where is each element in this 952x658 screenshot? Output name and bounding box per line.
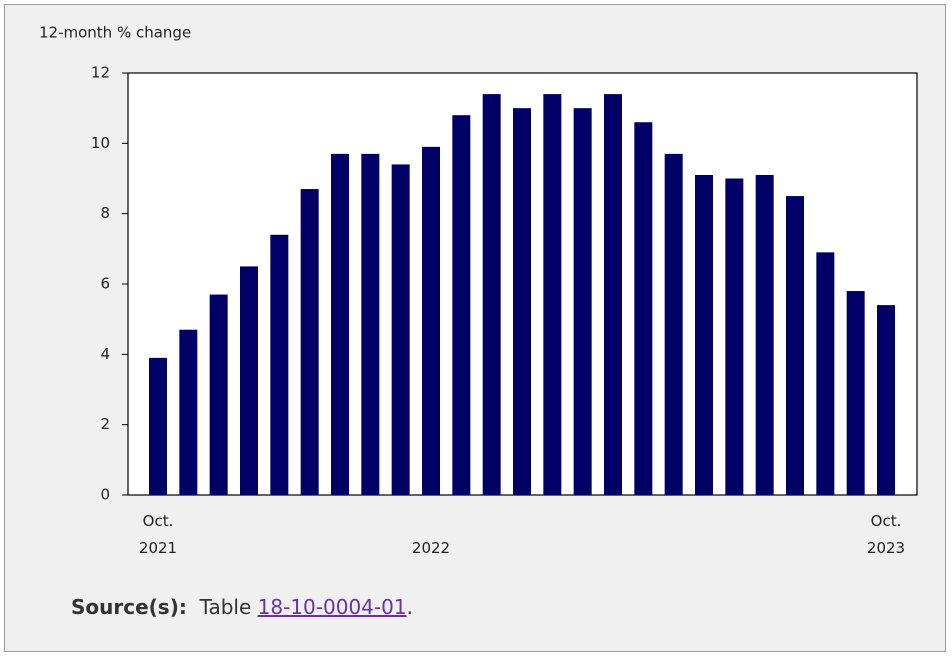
y-tick-label: 4 — [100, 345, 110, 363]
source-end: . — [406, 595, 413, 619]
bar — [816, 252, 835, 495]
y-tick-label: 2 — [100, 415, 110, 433]
y-axis-label: 12-month % change — [39, 24, 191, 42]
bar — [664, 153, 683, 495]
x-tick-label: Oct. 2023 — [866, 512, 906, 557]
bar — [422, 146, 440, 495]
bar — [634, 122, 653, 495]
bar — [482, 94, 501, 495]
bar — [300, 189, 319, 496]
y-tick-label: 6 — [100, 275, 110, 293]
bar — [149, 357, 167, 495]
bar — [695, 174, 713, 495]
source-link[interactable]: 18-10-0004-01 — [257, 595, 407, 619]
chart: 12-month % change 0 2 4 6 8 10 12 — [39, 24, 918, 504]
bar — [270, 234, 289, 495]
bar — [877, 305, 895, 495]
bar — [209, 294, 228, 495]
bar — [331, 153, 349, 495]
y-tick-label: 12 — [91, 64, 110, 82]
bar — [179, 329, 198, 495]
x-tick-label: 2022 — [411, 539, 451, 557]
y-tick-label: 0 — [100, 486, 110, 504]
bar — [786, 196, 804, 496]
bar — [725, 178, 744, 495]
y-tick-label: 8 — [100, 204, 110, 222]
bar — [543, 94, 562, 495]
bar — [513, 108, 531, 496]
source-text: Table — [199, 595, 252, 619]
y-tick-label: 10 — [91, 134, 110, 152]
bar — [604, 94, 622, 495]
bar — [240, 266, 258, 495]
x-tick-label: Oct. 2021 — [138, 512, 178, 557]
bar — [452, 115, 471, 495]
bar — [846, 291, 865, 495]
bar — [361, 153, 380, 495]
chart-panel: 12-month % change 0 2 4 6 8 10 12 Source(s): T… — [4, 4, 946, 652]
bar — [573, 108, 592, 496]
bar — [391, 164, 410, 495]
bar — [755, 174, 774, 495]
source-line: Source(s): Table 18-10-0004-01. — [71, 595, 413, 619]
source-label: Source(s): — [71, 595, 187, 619]
